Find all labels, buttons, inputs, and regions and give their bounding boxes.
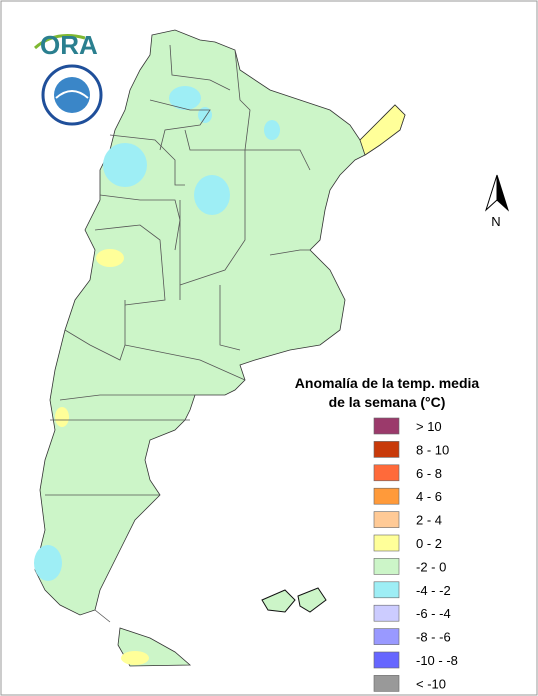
ora-logo: ORA — [33, 30, 98, 60]
legend-swatch — [373, 604, 400, 622]
legend-label: < -10 — [416, 676, 446, 691]
legend-label: 8 - 10 — [416, 442, 449, 457]
legend-label: 2 - 4 — [416, 513, 442, 528]
legend-swatch — [373, 675, 400, 692]
legend-label: -4 - -2 — [416, 583, 451, 598]
smn-logo — [41, 64, 103, 126]
province-borders — [45, 44, 311, 623]
legend-swatch — [373, 581, 400, 599]
legend: Anomalía de la temp. media de la semana (… — [295, 375, 480, 692]
argentina-map — [34, 29, 406, 667]
legend-label: 4 - 6 — [416, 489, 442, 504]
north-arrow: N — [484, 174, 510, 229]
legend-label: -2 - 0 — [416, 559, 446, 574]
legend-title: de la semana (°C) — [329, 394, 446, 410]
legend-swatch — [373, 628, 400, 645]
legend-swatch — [373, 558, 400, 575]
legend-swatch — [373, 511, 400, 528]
legend-label: 0 - 2 — [416, 536, 442, 551]
legend-label: -8 - -6 — [416, 630, 451, 645]
legend-swatch — [373, 487, 400, 505]
legend-swatch — [373, 441, 400, 458]
legend-swatch — [373, 464, 400, 482]
legend-swatch — [373, 651, 400, 669]
legend-label: 6 - 8 — [416, 466, 442, 481]
logo-text: ORA — [40, 30, 98, 60]
north-label: N — [491, 214, 500, 229]
legend-label: -6 - -4 — [416, 606, 451, 621]
legend-title: Anomalía de la temp. media — [295, 375, 480, 391]
legend-swatch — [373, 417, 400, 435]
legend-label: > 10 — [416, 419, 442, 434]
legend-swatch — [373, 534, 400, 552]
legend-label: -10 - -8 — [416, 653, 458, 668]
anomaly-zones — [34, 86, 406, 665]
malvinas — [261, 587, 327, 613]
